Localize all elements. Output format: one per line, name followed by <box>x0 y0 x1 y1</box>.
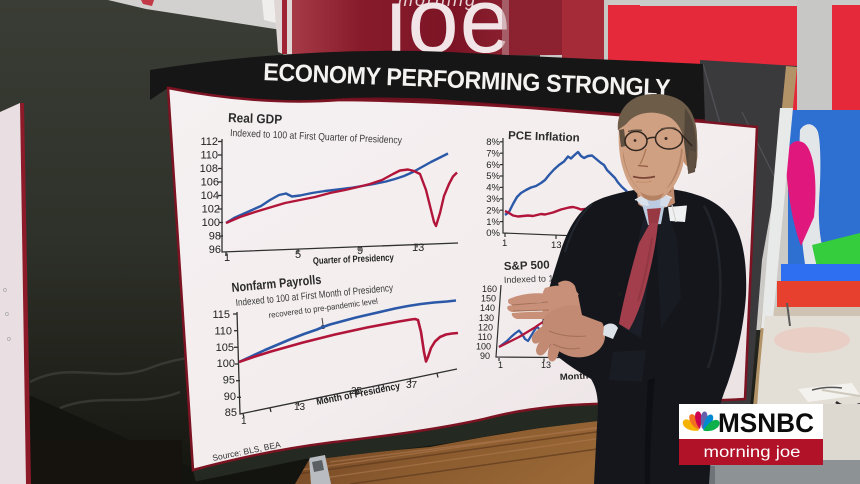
svg-text:2%: 2% <box>486 205 500 216</box>
svg-text:130: 130 <box>479 313 494 323</box>
svg-text:o: o <box>7 336 11 343</box>
svg-text:4%: 4% <box>486 183 500 194</box>
svg-text:morning: morning <box>398 0 477 10</box>
svg-text:5%: 5% <box>486 171 500 182</box>
svg-text:100: 100 <box>217 358 235 370</box>
svg-text:joe: joe <box>383 0 512 72</box>
svg-text:106: 106 <box>201 177 219 189</box>
svg-text:105: 105 <box>216 342 234 354</box>
svg-text:1: 1 <box>498 360 503 370</box>
svg-text:13: 13 <box>551 240 562 251</box>
svg-text:102: 102 <box>202 204 220 216</box>
svg-text:150: 150 <box>481 294 496 304</box>
svg-text:110: 110 <box>214 326 232 338</box>
svg-text:90: 90 <box>480 351 490 361</box>
svg-text:108: 108 <box>200 163 218 175</box>
svg-text:95: 95 <box>223 375 235 387</box>
svg-text:104: 104 <box>201 190 219 202</box>
svg-text:Real GDP: Real GDP <box>228 110 283 127</box>
svg-text:o: o <box>3 287 7 294</box>
svg-text:110: 110 <box>200 150 218 162</box>
svg-text:100: 100 <box>202 217 220 229</box>
svg-text:112: 112 <box>200 136 218 148</box>
svg-text:MSNBC: MSNBC <box>718 408 814 438</box>
svg-text:1: 1 <box>224 252 230 264</box>
svg-text:Quarter of Presidency: Quarter of Presidency <box>313 252 395 267</box>
svg-text:7%: 7% <box>486 148 500 159</box>
svg-text:110: 110 <box>478 332 492 342</box>
svg-text:96: 96 <box>209 244 221 256</box>
svg-text:1%: 1% <box>486 217 500 228</box>
svg-text:100: 100 <box>476 342 491 352</box>
svg-text:13: 13 <box>541 360 551 370</box>
svg-text:5: 5 <box>295 249 301 261</box>
svg-text:90: 90 <box>224 391 236 403</box>
svg-text:140: 140 <box>480 303 495 313</box>
svg-text:PCE Inflation: PCE Inflation <box>508 130 580 144</box>
svg-text:85: 85 <box>225 407 237 419</box>
svg-text:S&P 500: S&P 500 <box>504 259 550 273</box>
svg-text:98: 98 <box>209 231 221 243</box>
svg-text:0%: 0% <box>486 228 500 239</box>
svg-text:160: 160 <box>482 284 497 294</box>
svg-text:115: 115 <box>212 309 230 321</box>
svg-text:13: 13 <box>294 402 306 413</box>
svg-text:6%: 6% <box>486 160 500 171</box>
svg-text:9: 9 <box>357 245 363 257</box>
svg-text:o: o <box>5 311 9 318</box>
svg-text:120: 120 <box>478 322 493 332</box>
svg-text:8%: 8% <box>486 137 500 148</box>
svg-text:1: 1 <box>502 238 507 249</box>
svg-text:3%: 3% <box>486 194 500 205</box>
svg-text:37: 37 <box>406 380 418 391</box>
svg-text:morning joe: morning joe <box>704 444 801 461</box>
svg-text:1: 1 <box>241 416 247 427</box>
